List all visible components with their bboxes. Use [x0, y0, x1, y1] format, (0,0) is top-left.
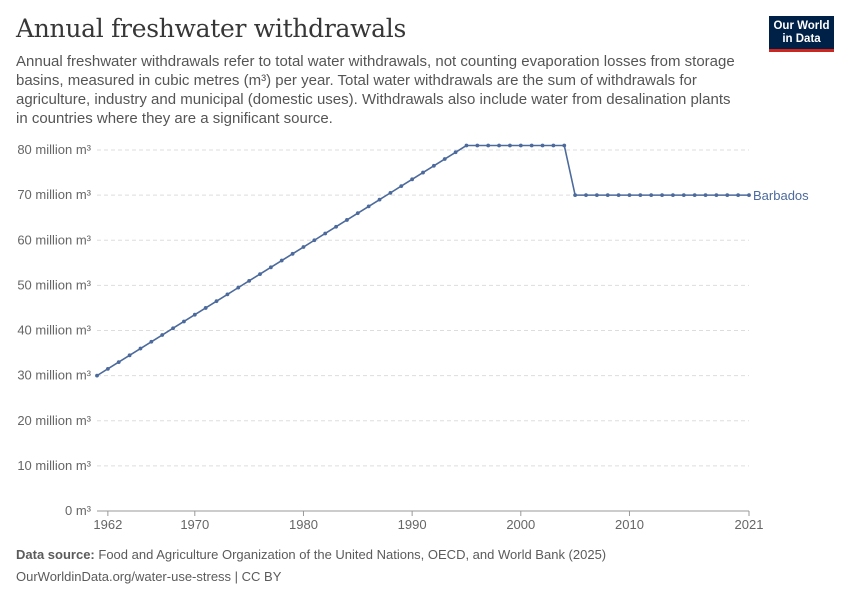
x-tick-label: 1970 — [180, 517, 209, 532]
y-tick-label: 80 million m³ — [17, 142, 91, 157]
data-point — [388, 190, 393, 195]
data-point — [464, 143, 469, 148]
data-point — [529, 143, 534, 148]
data-point — [638, 193, 643, 198]
y-tick-label: 0 m³ — [65, 503, 92, 518]
chart-title: Annual freshwater withdrawals — [16, 14, 407, 43]
data-point — [312, 238, 317, 243]
data-point — [540, 143, 545, 148]
data-point — [355, 211, 360, 216]
x-tick-label: 1980 — [289, 517, 318, 532]
source-url[interactable]: OurWorldinData.org/water-use-stress | CC… — [16, 569, 282, 584]
data-point — [149, 339, 154, 344]
data-point — [421, 170, 425, 175]
data-source-label: Data source: — [16, 547, 95, 562]
data-point — [551, 143, 556, 148]
data-point — [681, 193, 686, 198]
data-point — [138, 346, 143, 351]
data-point — [714, 193, 719, 198]
data-point — [562, 143, 567, 148]
data-point — [171, 326, 175, 331]
logo-line-1: Our World — [773, 20, 830, 32]
data-point — [736, 193, 741, 198]
y-axis-ticks: 0 m³ 10 million m³ 20 million m³ 30 million… — [17, 142, 91, 518]
data-point — [345, 218, 349, 222]
data-point — [225, 292, 230, 297]
series-line — [96, 144, 749, 377]
data-point — [627, 193, 632, 198]
data-point — [203, 306, 208, 310]
x-tick-label: 2021 — [735, 517, 764, 532]
data-point — [214, 299, 219, 304]
series-label: Barbados — [753, 188, 809, 203]
data-point — [182, 319, 186, 324]
data-point — [160, 333, 165, 337]
data-point — [616, 193, 621, 198]
data-point — [692, 193, 697, 198]
data-point — [497, 143, 501, 148]
data-point — [399, 184, 404, 189]
y-tick-label: 60 million m³ — [17, 232, 91, 247]
y-tick-label: 50 million m³ — [17, 277, 91, 292]
data-point — [247, 278, 252, 283]
y-tick-label: 30 million m³ — [17, 368, 91, 383]
grid-lines — [97, 149, 749, 467]
y-tick-label: 10 million m³ — [17, 458, 91, 473]
data-point — [366, 204, 371, 209]
data-point — [475, 143, 480, 148]
x-tick-label: 2010 — [615, 517, 644, 532]
logo-line-2: in Data — [782, 33, 821, 45]
y-tick-label: 70 million m³ — [17, 187, 91, 202]
data-point — [268, 265, 273, 270]
data-point — [747, 193, 751, 198]
data-point — [410, 177, 415, 182]
data-point — [605, 193, 610, 198]
data-point — [323, 231, 328, 236]
data-point — [334, 224, 338, 229]
data-point — [486, 143, 491, 148]
data-point — [518, 143, 523, 148]
series-group: Barbados — [95, 143, 809, 378]
x-axis: 1962 1970 1980 1990 2000 2010 2021 — [93, 510, 764, 532]
data-point — [660, 193, 664, 198]
data-point — [431, 163, 436, 168]
x-tick-label: 1962 — [93, 517, 122, 532]
x-tick-label: 1990 — [398, 517, 427, 532]
y-tick-label: 40 million m³ — [17, 323, 91, 338]
chart-subtitle: Annual freshwater withdrawals refer to t… — [16, 53, 735, 127]
data-source: Data source: Food and Agriculture Organi… — [16, 547, 606, 562]
data-point — [725, 193, 730, 198]
data-source-text: Food and Agriculture Organization of the… — [98, 547, 607, 562]
data-point — [290, 251, 295, 256]
data-point — [649, 193, 654, 198]
data-point — [95, 373, 99, 378]
data-point — [703, 193, 708, 198]
x-tick-label: 2000 — [506, 517, 535, 532]
data-point — [116, 360, 121, 364]
data-point — [671, 193, 675, 198]
data-point — [192, 312, 197, 317]
data-point — [442, 157, 447, 161]
data-point — [258, 272, 262, 276]
data-point — [279, 258, 284, 263]
y-tick-label: 20 million m³ — [17, 413, 91, 428]
data-point — [584, 193, 588, 198]
data-point — [453, 150, 458, 155]
data-point — [301, 245, 306, 249]
data-point — [594, 193, 599, 198]
owid-logo[interactable]: Our World in Data — [769, 16, 834, 52]
data-point — [105, 366, 110, 371]
data-point — [573, 193, 578, 198]
data-point — [127, 353, 132, 358]
data-point — [377, 197, 382, 202]
data-point — [236, 285, 241, 290]
data-point — [508, 143, 512, 148]
